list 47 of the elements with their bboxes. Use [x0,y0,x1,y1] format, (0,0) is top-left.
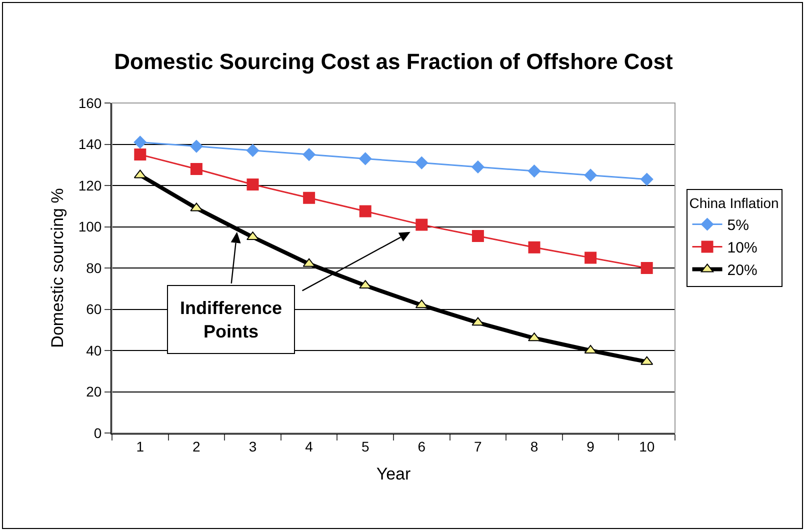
y-tick-label: 140 [78,136,102,152]
legend-label: 10% [727,240,758,257]
point [472,230,484,242]
point [584,252,597,264]
x-tick-label: 5 [361,438,370,454]
point [302,148,316,161]
x-tick-label: 8 [530,438,538,454]
point [472,160,484,174]
y-tick-label: 100 [78,218,102,235]
x-tick-label: 1 [136,438,144,454]
legend-label: 5% [727,217,749,234]
point [640,172,654,186]
y-tick-label: 120 [78,177,102,194]
point [528,164,541,178]
x-tick-label: 2 [192,438,201,454]
x-tick-label: 9 [586,438,595,454]
chart-title: Domestic Sourcing Cost as Fraction of Offshore Cost [114,48,674,74]
point [359,152,372,166]
y-tick-label: 40 [86,342,102,358]
point [528,241,540,254]
x-tick-label: 6 [418,438,426,454]
y-axis-title: Domestic sourcing % [48,188,68,348]
x-tick-label: 10 [639,438,655,454]
x-tick-label: 3 [248,438,257,454]
legend-title: China Inflation [689,195,779,211]
y-tick-label: 20 [86,384,102,400]
point [415,156,428,170]
point [584,168,597,182]
x-tick-label: 7 [474,438,482,454]
y-tick-label: 0 [94,424,102,441]
point [246,144,260,157]
y-tick-label: 60 [86,301,102,318]
x-tick-label: 4 [305,438,314,454]
point [190,163,202,175]
annotation: Indifference Points [180,298,282,342]
point [303,192,316,204]
point [134,136,146,149]
point [640,262,653,274]
y-tick-label: 80 [86,260,102,276]
point [359,205,372,218]
point [134,148,146,161]
point [246,178,259,190]
point [190,140,203,153]
point [416,218,428,231]
x-axis-title: Year [376,464,412,484]
y-tick-label: 160 [78,94,102,111]
legend-label: 20% [727,262,758,280]
